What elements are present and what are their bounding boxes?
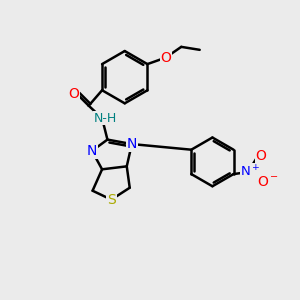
Text: $\mathregular{N^+}$: $\mathregular{N^+}$: [241, 164, 261, 179]
Text: N: N: [127, 137, 137, 151]
Text: O: O: [68, 87, 79, 101]
Text: O: O: [160, 51, 171, 64]
Text: S: S: [107, 193, 116, 207]
Text: O: O: [256, 149, 267, 163]
Text: N: N: [87, 144, 97, 158]
Text: $\mathregular{O^-}$: $\mathregular{O^-}$: [257, 175, 279, 188]
Text: N-H: N-H: [94, 112, 117, 125]
